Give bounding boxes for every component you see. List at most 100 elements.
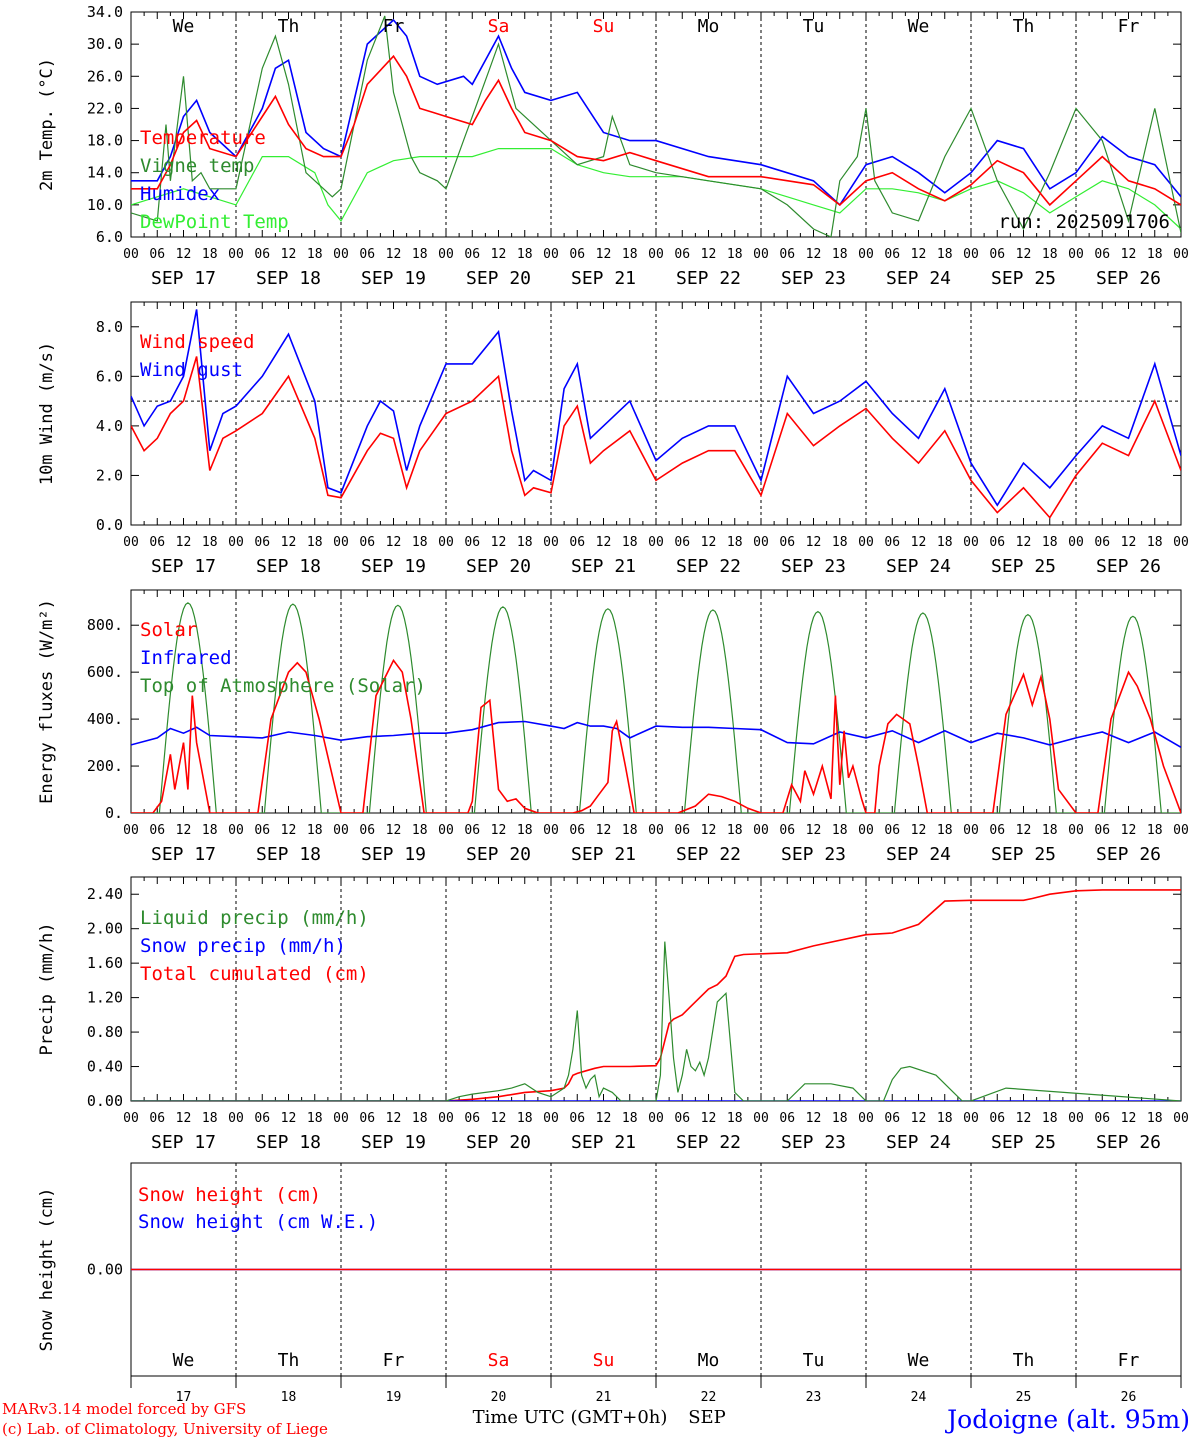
- date-label: SEP 19: [361, 556, 426, 577]
- hour-tick-label: 06: [359, 1111, 375, 1126]
- date-label: SEP 19: [361, 1132, 426, 1153]
- y-tick-label: 600.: [87, 663, 123, 681]
- weekday-label: Mo: [698, 1350, 720, 1371]
- hour-tick-label: 18: [202, 1111, 218, 1126]
- hour-tick-label: 06: [149, 535, 165, 550]
- date-label: SEP 25: [991, 268, 1056, 289]
- hour-tick-label: 00: [648, 1111, 664, 1126]
- hour-tick-label: 00: [333, 535, 349, 550]
- hour-tick-label: 06: [254, 1111, 270, 1126]
- hour-tick-label: 00: [438, 823, 454, 838]
- date-label: SEP 19: [361, 268, 426, 289]
- hour-tick-label: 00: [753, 1111, 769, 1126]
- series-line: [131, 18, 1181, 207]
- hour-tick-label: 06: [464, 535, 480, 550]
- day-number-label: 23: [806, 1390, 822, 1405]
- hour-tick-label: 06: [254, 247, 270, 262]
- hour-tick-label: 06: [884, 1111, 900, 1126]
- x-axis-month: SEP: [688, 1407, 726, 1428]
- date-label: SEP 26: [1096, 268, 1161, 289]
- series-group: [131, 889, 1181, 1101]
- hour-tick-label: 18: [1042, 1111, 1058, 1126]
- y-tick-label: 0.00: [87, 1261, 123, 1279]
- series-line: [131, 356, 1181, 519]
- hour-tick-label: 12: [491, 535, 507, 550]
- legend-entry: Snow precip (mm/h): [140, 935, 346, 957]
- hour-tick-label: 12: [386, 247, 402, 262]
- hour-tick-label: 06: [149, 823, 165, 838]
- hour-tick-label: 06: [1094, 247, 1110, 262]
- hour-tick-label: 12: [806, 823, 822, 838]
- hour-tick-label: 12: [386, 535, 402, 550]
- legend-entry: Solar: [140, 619, 197, 641]
- hour-tick-label: 00: [753, 823, 769, 838]
- hour-tick-label: 00: [1173, 535, 1189, 550]
- hour-tick-label: 06: [359, 823, 375, 838]
- y-tick-label: 400.: [87, 710, 123, 728]
- hour-tick-label: 18: [307, 823, 323, 838]
- hour-tick-label: 18: [412, 247, 428, 262]
- hour-tick-label: 12: [806, 535, 822, 550]
- weekday-label: Th: [278, 1350, 300, 1371]
- hour-tick-label: 12: [281, 247, 297, 262]
- hour-tick-label: 06: [359, 535, 375, 550]
- hour-tick-label: 00: [648, 535, 664, 550]
- hour-tick-label: 12: [596, 247, 612, 262]
- hour-tick-label: 12: [176, 247, 192, 262]
- hour-tick-label: 00: [543, 1111, 559, 1126]
- y-tick-label: 0.80: [87, 1023, 123, 1041]
- hour-tick-label: 12: [491, 1111, 507, 1126]
- hour-tick-label: 00: [228, 247, 244, 262]
- legend-entry: Vigne temp: [140, 155, 254, 177]
- legend-entry: Liquid precip (mm/h): [140, 907, 369, 929]
- date-label: SEP 22: [676, 268, 741, 289]
- y-axis-label: 2m Temp. (°C): [37, 58, 57, 191]
- series-group: [131, 15, 1181, 237]
- hour-tick-label: 12: [806, 247, 822, 262]
- day-number-label: 24: [911, 1390, 927, 1405]
- date-label: SEP 18: [256, 268, 321, 289]
- date-label: SEP 24: [886, 1132, 951, 1153]
- hour-tick-label: 06: [674, 535, 690, 550]
- hour-tick-label: 00: [228, 535, 244, 550]
- hour-tick-label: 00: [438, 535, 454, 550]
- series-line: [131, 148, 1181, 230]
- hour-tick-label: 18: [937, 823, 953, 838]
- date-label: SEP 24: [886, 844, 951, 865]
- hour-tick-label: 18: [832, 823, 848, 838]
- date-label: SEP 24: [886, 268, 951, 289]
- hour-tick-label: 06: [779, 1111, 795, 1126]
- hour-tick-label: 06: [779, 247, 795, 262]
- date-label: SEP 18: [256, 556, 321, 577]
- date-label: SEP 22: [676, 556, 741, 577]
- series-line: [131, 658, 1181, 813]
- series-line: [131, 54, 1181, 207]
- date-label: SEP 18: [256, 1132, 321, 1153]
- date-label: SEP 17: [151, 556, 216, 577]
- panel-temp: 6.0 10.0 14.0 18.0 22.0 26.0 30.0 34.0 2m Temp. …: [37, 3, 1189, 289]
- credit-line-1: MARv3.14 model forced by GFS: [2, 1400, 246, 1418]
- date-label: SEP 21: [571, 268, 636, 289]
- hour-tick-label: 06: [464, 823, 480, 838]
- hour-tick-label: 00: [1068, 823, 1084, 838]
- hour-tick-label: 12: [911, 1111, 927, 1126]
- hour-tick-label: 12: [701, 1111, 717, 1126]
- y-tick-label: 34.0: [87, 3, 123, 21]
- hour-tick-label: 06: [884, 247, 900, 262]
- hour-tick-label: 00: [123, 535, 139, 550]
- date-label: SEP 20: [466, 556, 531, 577]
- date-label: SEP 24: [886, 556, 951, 577]
- y-axis-label: Snow height (cm): [37, 1188, 57, 1352]
- footer: MARv3.14 model forced by GFS (c) Lab. of…: [2, 1400, 1190, 1438]
- date-label: SEP 22: [676, 844, 741, 865]
- legend-entry: Infrared: [140, 647, 232, 669]
- hour-tick-label: 00: [963, 535, 979, 550]
- hour-tick-label: 18: [412, 535, 428, 550]
- hour-tick-label: 06: [779, 823, 795, 838]
- hour-tick-label: 00: [858, 247, 874, 262]
- hour-tick-label: 12: [701, 535, 717, 550]
- legend-entry: DewPoint Temp: [140, 211, 289, 233]
- hour-tick-label: 18: [832, 535, 848, 550]
- date-label: SEP 25: [991, 1132, 1056, 1153]
- hour-tick-label: 12: [1016, 247, 1032, 262]
